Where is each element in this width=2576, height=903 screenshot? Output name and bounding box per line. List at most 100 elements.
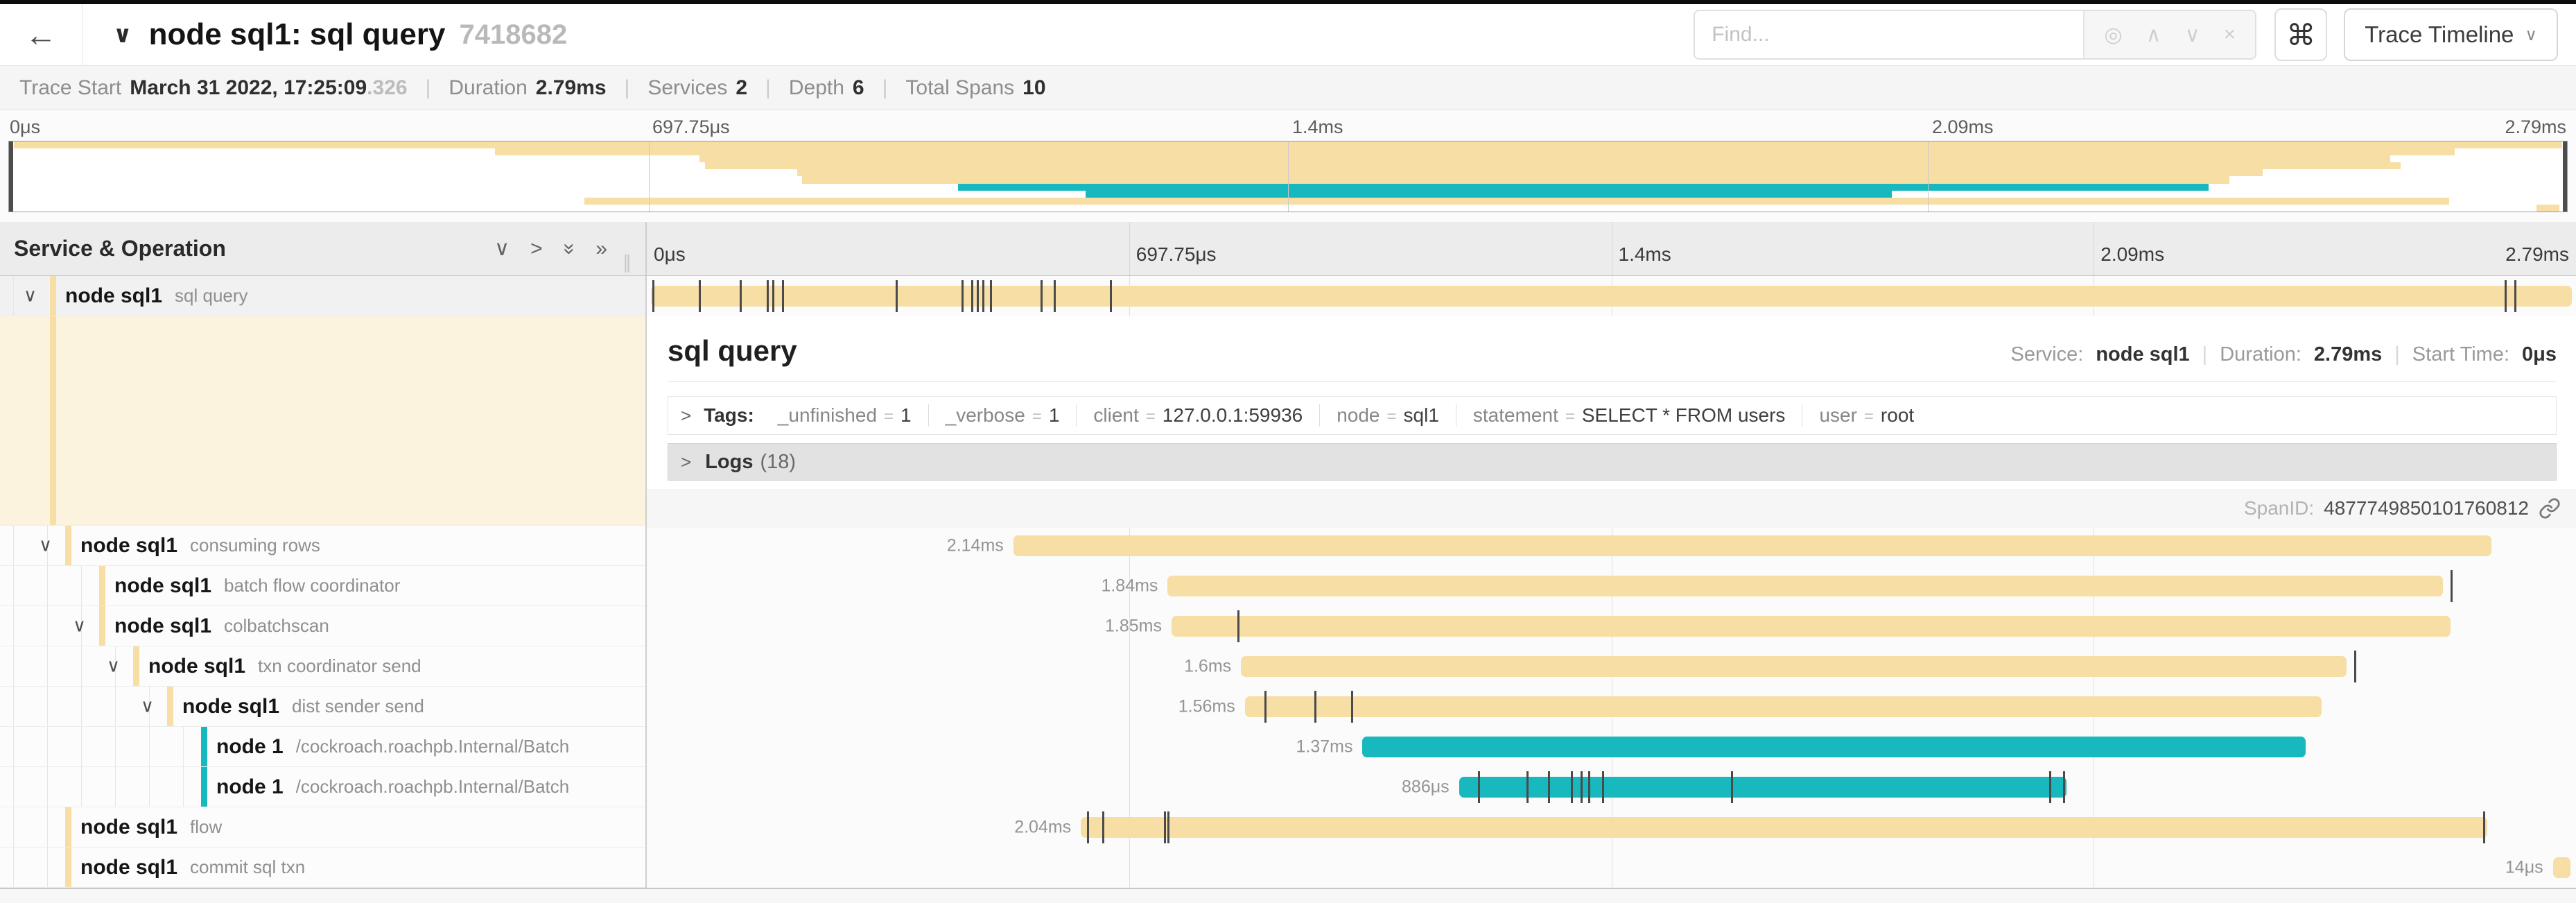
minimap-right-scrubber[interactable] <box>2563 141 2567 212</box>
locate-icon[interactable]: ◎ <box>2104 23 2123 46</box>
trace-view-selector[interactable]: Trace Timeline ∨ <box>2344 8 2558 61</box>
span-accent-bar <box>65 848 71 887</box>
tree-row[interactable]: node sql1 batch flow coordinator <box>0 566 645 606</box>
span-bar[interactable] <box>1013 535 2491 556</box>
minimap-span-bar <box>801 176 2229 184</box>
tree-row[interactable]: node sql1 flow <box>0 807 645 848</box>
tree-row[interactable]: ∨ node sql1 txn coordinator send <box>0 646 645 687</box>
minimap-left-scrubber[interactable] <box>9 141 13 212</box>
span-bar[interactable] <box>1167 576 2443 596</box>
tree-row[interactable]: ∨ node sql1 consuming rows <box>0 526 645 566</box>
chevron-down-icon[interactable]: ∨ <box>39 533 53 555</box>
minimap-row <box>9 148 2567 156</box>
span-bar[interactable] <box>1244 696 2322 717</box>
span-bar-row[interactable]: 14μs <box>647 848 2576 888</box>
indent-guide <box>47 687 48 726</box>
operation-name: /cockroach.roachpb.Internal/Batch <box>295 776 570 797</box>
logs-accordion[interactable]: > Logs (18) <box>668 443 2557 481</box>
indent-guide <box>149 687 150 726</box>
tree-row[interactable]: ∨ node sql1 sql query <box>0 276 645 316</box>
span-duration-label: 1.85ms <box>1105 616 1162 636</box>
log-marker <box>2505 280 2507 312</box>
span-bar-row[interactable]: 1.85ms <box>647 606 2576 646</box>
span-bar[interactable] <box>1241 656 2347 677</box>
span-bar-row[interactable]: 1.37ms <box>647 727 2576 767</box>
tag-item: _unfinished = 1 <box>761 404 928 427</box>
expand-one-icon[interactable]: > <box>530 237 543 260</box>
span-bar[interactable] <box>650 286 2573 307</box>
span-bar[interactable] <box>2552 857 2570 878</box>
tag-key: statement <box>1472 404 1558 426</box>
span-bar-row[interactable]: 1.6ms <box>647 646 2576 687</box>
deep-link-icon[interactable] <box>2539 497 2561 519</box>
minimap-row <box>9 197 2567 205</box>
span-bar-row[interactable] <box>647 276 2576 316</box>
log-marker <box>2353 651 2356 682</box>
tree-row[interactable]: ∨ node sql1 dist sender send <box>0 687 645 727</box>
tags-accordion[interactable]: > Tags: _unfinished = 1 _verbose = 1 client = 12… <box>668 396 2557 435</box>
indent-guide <box>149 727 150 766</box>
panel-resize-grip[interactable]: ∥ <box>623 252 632 273</box>
span-duration-label: 1.84ms <box>1101 576 1158 596</box>
tag-value: root <box>1880 404 1915 426</box>
chevron-down-icon[interactable]: ∨ <box>73 614 87 635</box>
services-label: Services <box>647 76 728 99</box>
chevron-down-icon[interactable]: ∨ <box>24 284 37 305</box>
expand-all-icon[interactable]: » <box>595 237 607 260</box>
clear-search-icon[interactable]: × <box>2223 23 2236 46</box>
span-duration-label: 1.6ms <box>1184 656 1232 676</box>
span-bar[interactable] <box>1362 737 2306 757</box>
find-input[interactable] <box>1695 11 2084 58</box>
back-button[interactable]: ← <box>18 4 82 65</box>
indent-guide <box>115 727 116 766</box>
span-bar[interactable] <box>1081 817 2487 838</box>
tree-row[interactable]: node sql1 commit sql txn <box>0 848 645 888</box>
collapse-one-icon[interactable]: ∨ <box>494 237 510 260</box>
span-accent-bar <box>50 276 56 316</box>
minimap-canvas[interactable] <box>8 141 2568 212</box>
service-operation-title: Service & Operation <box>14 236 226 261</box>
log-marker <box>1526 771 1529 803</box>
minimap-tick-1: 697.75μs <box>652 117 730 137</box>
minimap-gridline <box>1288 141 1289 212</box>
span-bar-row[interactable]: 886μs <box>647 767 2576 807</box>
tags-list: _unfinished = 1 _verbose = 1 client = 127.0.0.1:… <box>761 404 1931 427</box>
log-marker <box>961 280 964 312</box>
log-marker <box>1350 691 1353 723</box>
collapse-trace-icon[interactable]: ∨ <box>113 22 132 48</box>
tree-row[interactable]: node 1/cockroach.roachpb.Internal/Batch <box>0 767 645 807</box>
service-name: node sql1 <box>114 614 212 637</box>
span-bar-row[interactable]: 2.14ms <box>647 526 2576 566</box>
operation-name: sql query <box>175 285 248 306</box>
ruler-tick-2: 1.4ms <box>1618 243 1671 265</box>
tree-row[interactable]: ∨ node sql1 colbatchscan <box>0 606 645 646</box>
indent-guide <box>81 606 82 646</box>
trace-start-value: March 31 2022, 17:25:09 <box>130 76 367 99</box>
span-bar-row[interactable]: 2.04ms <box>647 807 2576 848</box>
chevron-down-icon[interactable]: ∨ <box>107 654 121 676</box>
ruler-tick-4: 2.79ms <box>2505 243 2569 265</box>
tree-row[interactable]: node 1/cockroach.roachpb.Internal/Batch <box>0 727 645 767</box>
divider: | <box>624 76 630 99</box>
duration-value: 2.79ms <box>535 76 607 99</box>
service-name: node sql1 <box>80 533 178 557</box>
keyboard-shortcuts-button[interactable]: ⌘ <box>2274 8 2328 61</box>
log-marker <box>1102 811 1104 843</box>
operation-name: consuming rows <box>190 535 320 556</box>
indent-guide <box>13 687 14 726</box>
log-marker <box>1580 771 1583 803</box>
chevron-down-icon[interactable]: ∨ <box>141 694 155 716</box>
span-bar[interactable] <box>1459 777 2067 798</box>
span-bar-row[interactable]: 1.84ms <box>647 566 2576 606</box>
indent-guide <box>81 727 82 766</box>
prev-result-icon[interactable]: ∧ <box>2146 23 2161 46</box>
next-result-icon[interactable]: ∨ <box>2184 23 2200 46</box>
minimap-span-bar <box>797 169 2263 177</box>
command-icon: ⌘ <box>2286 18 2316 51</box>
span-name: node sql1 sql query <box>65 276 248 316</box>
span-bar[interactable] <box>1171 616 2451 637</box>
log-marker <box>2514 280 2516 312</box>
collapse-all-icon[interactable]: » <box>557 243 581 255</box>
span-bar-row[interactable]: 1.56ms <box>647 687 2576 727</box>
operation-name: /cockroach.roachpb.Internal/Batch <box>295 736 570 757</box>
